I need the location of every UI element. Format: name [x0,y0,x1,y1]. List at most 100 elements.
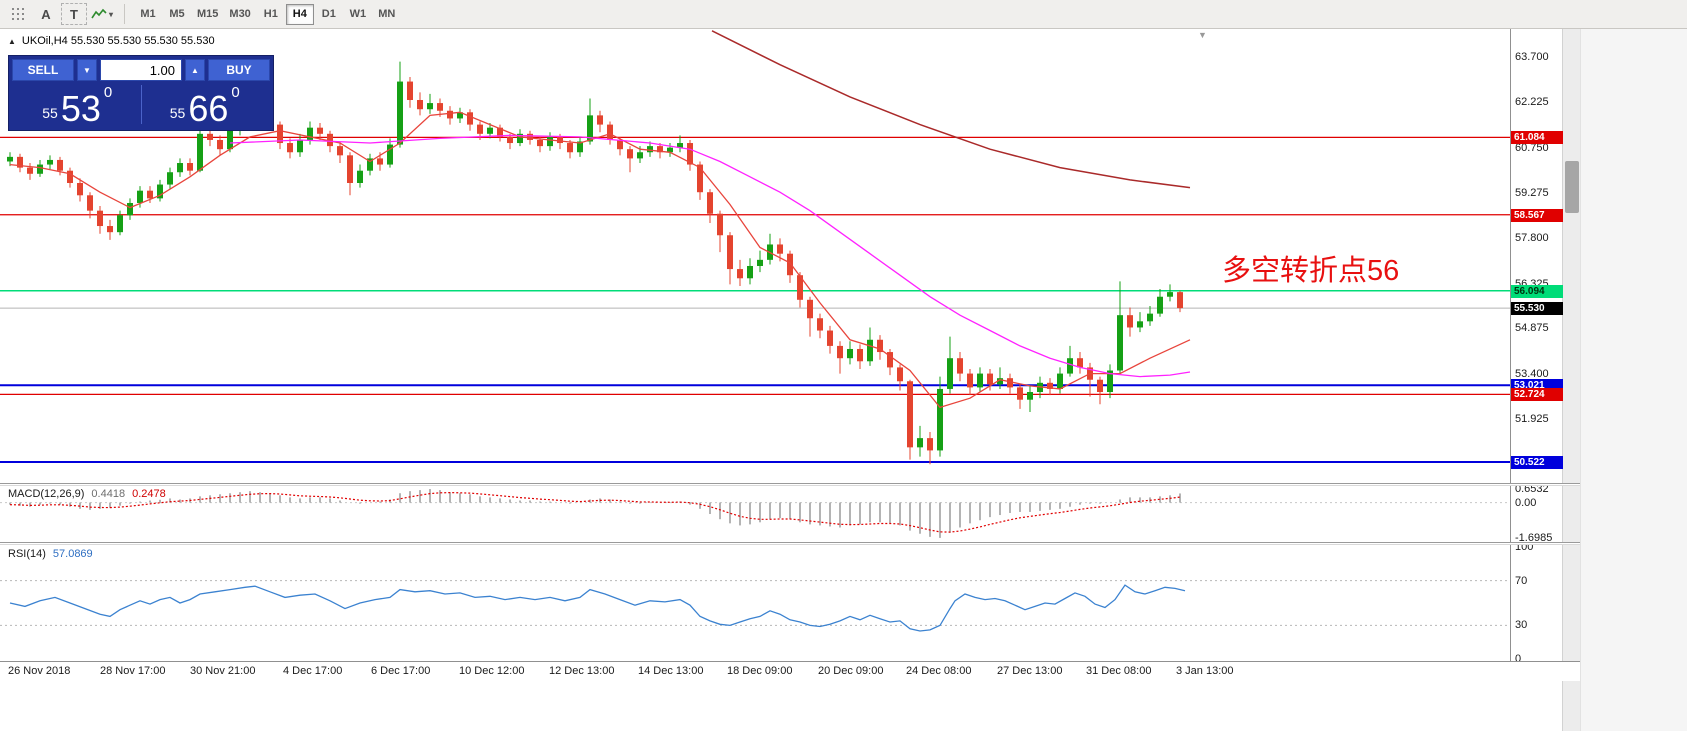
candle [827,325,833,354]
candle [187,158,193,176]
candle [367,153,373,176]
candle [627,146,633,173]
candle [517,129,523,147]
candle [507,133,513,150]
timeframe-button-w1[interactable]: W1 [344,4,372,25]
price-tick-label: 51.925 [1515,412,1549,425]
chart-shift-marker-icon[interactable]: ▼ [1198,30,1207,40]
candle [117,210,123,236]
price-tick-label: 53.400 [1515,367,1549,380]
collapse-arrow-icon[interactable]: ▲ [8,36,16,46]
time-axis-label: 3 Jan 13:00 [1176,665,1234,677]
timeframe-button-m5[interactable]: M5 [163,4,191,25]
timeframe-toolbar: M1 M5 M15 M30 H1 H4 D1 W1 MN [134,3,401,25]
candle [1167,284,1173,302]
volume-down-button[interactable]: ▼ [77,59,97,81]
candle [837,341,843,374]
candle [717,210,723,253]
candle [357,164,363,188]
time-axis-label: 28 Nov 17:00 [100,665,166,677]
grid-crosshair-icon[interactable] [5,3,31,25]
text-tool-icon[interactable]: T [61,3,87,25]
timeframe-button-m1[interactable]: M1 [134,4,162,25]
time-axis-label: 24 Dec 08:00 [906,665,972,677]
candle [17,153,23,173]
candle [787,250,793,283]
sell-button[interactable]: SELL [12,59,74,81]
macd-label: MACD(12,26,9) [8,488,85,500]
timeframe-button-h1[interactable]: H1 [257,4,285,25]
candle [747,258,753,285]
time-axis[interactable]: 26 Nov 2018 28 Nov 17:00 30 Nov 21:00 4 Dec… [0,661,1580,681]
candle [947,336,953,394]
timeframe-button-m30[interactable]: M30 [224,4,255,25]
scrollbar-thumb[interactable] [1565,161,1579,213]
candle [687,139,693,171]
candle [897,364,903,391]
candle [277,121,283,150]
dot-grid-glyph [12,8,24,20]
candle [597,110,603,133]
ma-fast-line [9,111,1191,409]
sell-price-display[interactable]: 55 53 0 [14,83,141,130]
candle [37,159,43,177]
candle [1077,352,1083,374]
sell-price-big: 53 [60,88,101,130]
macd-scale-label: 0.00 [1515,496,1537,509]
trade-panel-prices: 55 53 0 55 66 0 [12,81,270,127]
panel-separator-rsi[interactable] [0,542,1580,545]
candle [1107,364,1113,399]
timeframe-button-d1[interactable]: D1 [315,4,343,25]
candle [987,368,993,391]
sell-price-pip: 0 [103,84,113,101]
buy-button[interactable]: BUY [208,59,270,81]
candle [707,189,713,223]
text-label-icon[interactable]: A [33,3,59,25]
price-divider [140,85,142,124]
buy-price-display[interactable]: 55 66 0 [142,83,269,130]
timeframe-button-m15[interactable]: M15 [192,4,223,25]
time-axis-label: 14 Dec 13:00 [638,665,704,677]
vertical-scrollbar[interactable] [1562,29,1580,731]
ma-long-line [711,30,1191,189]
candle [457,107,463,124]
symbol-header: ▲ UKOil,H4 55.530 55.530 55.530 55.530 [8,35,215,47]
timeframe-button-mn[interactable]: MN [373,4,401,25]
candle [297,133,303,157]
text-tool-glyph: T [70,6,78,22]
candle [817,313,823,339]
candle [887,348,893,376]
indicators-icon[interactable]: ▾ [89,3,115,25]
buy-price-big: 66 [188,88,229,130]
candle [447,106,453,125]
rsi-line [9,584,1186,632]
candle [857,344,863,369]
time-axis-label: 27 Dec 13:00 [997,665,1063,677]
candle [67,167,73,188]
candle [1027,385,1033,412]
candle [147,186,153,203]
top-toolbar: A T ▾ M1 M5 M15 M30 H1 H4 D1 W1 MN [0,0,1687,29]
macd-scale-label: 0.6532 [1515,483,1549,495]
right-gutter [1580,29,1687,731]
timeframe-button-h4[interactable]: H4 [285,3,314,25]
time-axis-label: 10 Dec 12:00 [459,665,525,677]
panel-separator-macd[interactable] [0,483,1580,486]
macd-histogram [9,489,1181,538]
macd-signal-line [9,491,1181,533]
buy-price-pip: 0 [231,84,240,101]
text-label-glyph: A [41,6,51,22]
candle [567,139,573,159]
candle [97,206,103,234]
candle [667,143,673,157]
candle [1097,376,1103,405]
rsi-scale-label: 30 [1515,619,1528,632]
candle [547,132,553,151]
candle [387,138,393,168]
volume-input[interactable] [100,59,182,81]
price-tag: 58.567 [1511,208,1563,222]
volume-up-button[interactable]: ▲ [185,59,205,81]
candle [767,233,773,265]
time-axis-label: 6 Dec 17:00 [371,665,431,677]
